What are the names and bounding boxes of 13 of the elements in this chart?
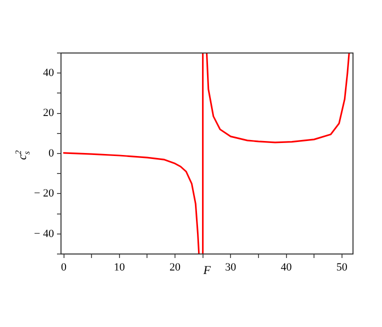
y-tick-label: 40 (43, 66, 54, 79)
y-tick-label: − 40 (34, 228, 54, 240)
y-tick-label: − 20 (34, 188, 54, 200)
x-tick-label: 0 (61, 261, 68, 274)
x-tick-label: 10 (114, 261, 126, 274)
x-axis-title: F (202, 263, 212, 278)
y-tick-label: 0 (48, 147, 54, 160)
x-tick-label: 30 (225, 261, 237, 274)
x-tick-label: 20 (170, 261, 182, 274)
y-tick-label: 20 (43, 107, 54, 120)
x-tick-label: 40 (280, 261, 292, 274)
x-tick-label: 50 (336, 261, 348, 274)
y-axis-title: cs2 (14, 150, 32, 160)
